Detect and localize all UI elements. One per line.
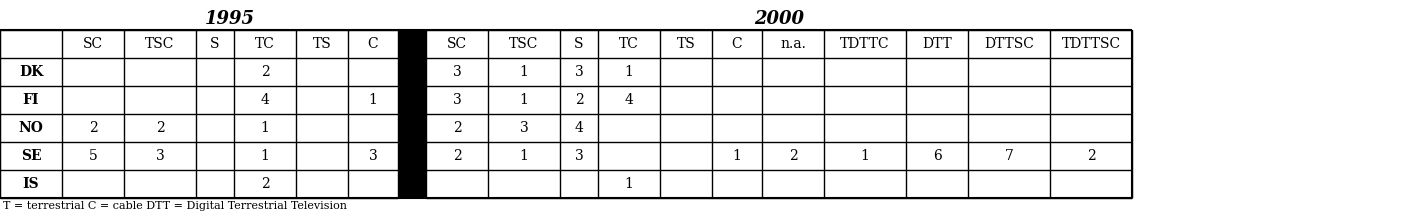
Text: 4: 4 — [260, 93, 270, 107]
Text: 3: 3 — [574, 65, 584, 79]
Text: DTT: DTT — [922, 37, 952, 51]
Text: C: C — [368, 37, 378, 51]
Text: 5: 5 — [88, 149, 98, 163]
Text: S: S — [210, 37, 220, 51]
Text: TC: TC — [620, 37, 639, 51]
Text: NO: NO — [18, 121, 44, 135]
Text: T = terrestrial C = cable DTT = Digital Terrestrial Television: T = terrestrial C = cable DTT = Digital … — [3, 201, 347, 211]
Text: 2: 2 — [88, 121, 98, 135]
Text: 1: 1 — [260, 121, 270, 135]
Text: 7: 7 — [1005, 149, 1013, 163]
Text: 2: 2 — [260, 177, 270, 191]
Text: TSC: TSC — [509, 37, 539, 51]
Text: C: C — [732, 37, 742, 51]
Text: IS: IS — [23, 177, 40, 191]
Text: TSC: TSC — [145, 37, 175, 51]
Text: TS: TS — [676, 37, 695, 51]
Text: 2: 2 — [156, 121, 165, 135]
Text: 1: 1 — [520, 93, 529, 107]
Text: 3: 3 — [453, 65, 462, 79]
Text: 1: 1 — [861, 149, 870, 163]
Text: TS: TS — [313, 37, 331, 51]
Text: 6: 6 — [932, 149, 941, 163]
Text: TDTTC: TDTTC — [840, 37, 890, 51]
Text: 2: 2 — [574, 93, 584, 107]
Text: 1: 1 — [733, 149, 742, 163]
Text: n.a.: n.a. — [780, 37, 806, 51]
Text: 3: 3 — [156, 149, 165, 163]
Text: FI: FI — [23, 93, 40, 107]
Text: TC: TC — [254, 37, 274, 51]
Text: 3: 3 — [368, 149, 378, 163]
Text: 1: 1 — [520, 149, 529, 163]
Bar — [398, 30, 426, 198]
Text: 1: 1 — [625, 65, 634, 79]
Text: DK: DK — [18, 65, 43, 79]
Text: 3: 3 — [574, 149, 584, 163]
Text: 1995: 1995 — [205, 10, 254, 28]
Text: 4: 4 — [574, 121, 584, 135]
Text: 1: 1 — [368, 93, 378, 107]
Text: TDTTSC: TDTTSC — [1061, 37, 1121, 51]
Text: SC: SC — [82, 37, 104, 51]
Text: 2: 2 — [260, 65, 270, 79]
Text: 2: 2 — [789, 149, 797, 163]
Text: 3: 3 — [453, 93, 462, 107]
Text: DTTSC: DTTSC — [985, 37, 1034, 51]
Text: 2: 2 — [453, 149, 462, 163]
Text: 3: 3 — [520, 121, 529, 135]
Text: 1: 1 — [625, 177, 634, 191]
Text: 2000: 2000 — [755, 10, 804, 28]
Text: SC: SC — [448, 37, 468, 51]
Text: 2: 2 — [453, 121, 462, 135]
Text: 4: 4 — [625, 93, 634, 107]
Text: 2: 2 — [1087, 149, 1096, 163]
Text: 1: 1 — [260, 149, 270, 163]
Text: SE: SE — [21, 149, 41, 163]
Text: S: S — [574, 37, 584, 51]
Text: 1: 1 — [520, 65, 529, 79]
